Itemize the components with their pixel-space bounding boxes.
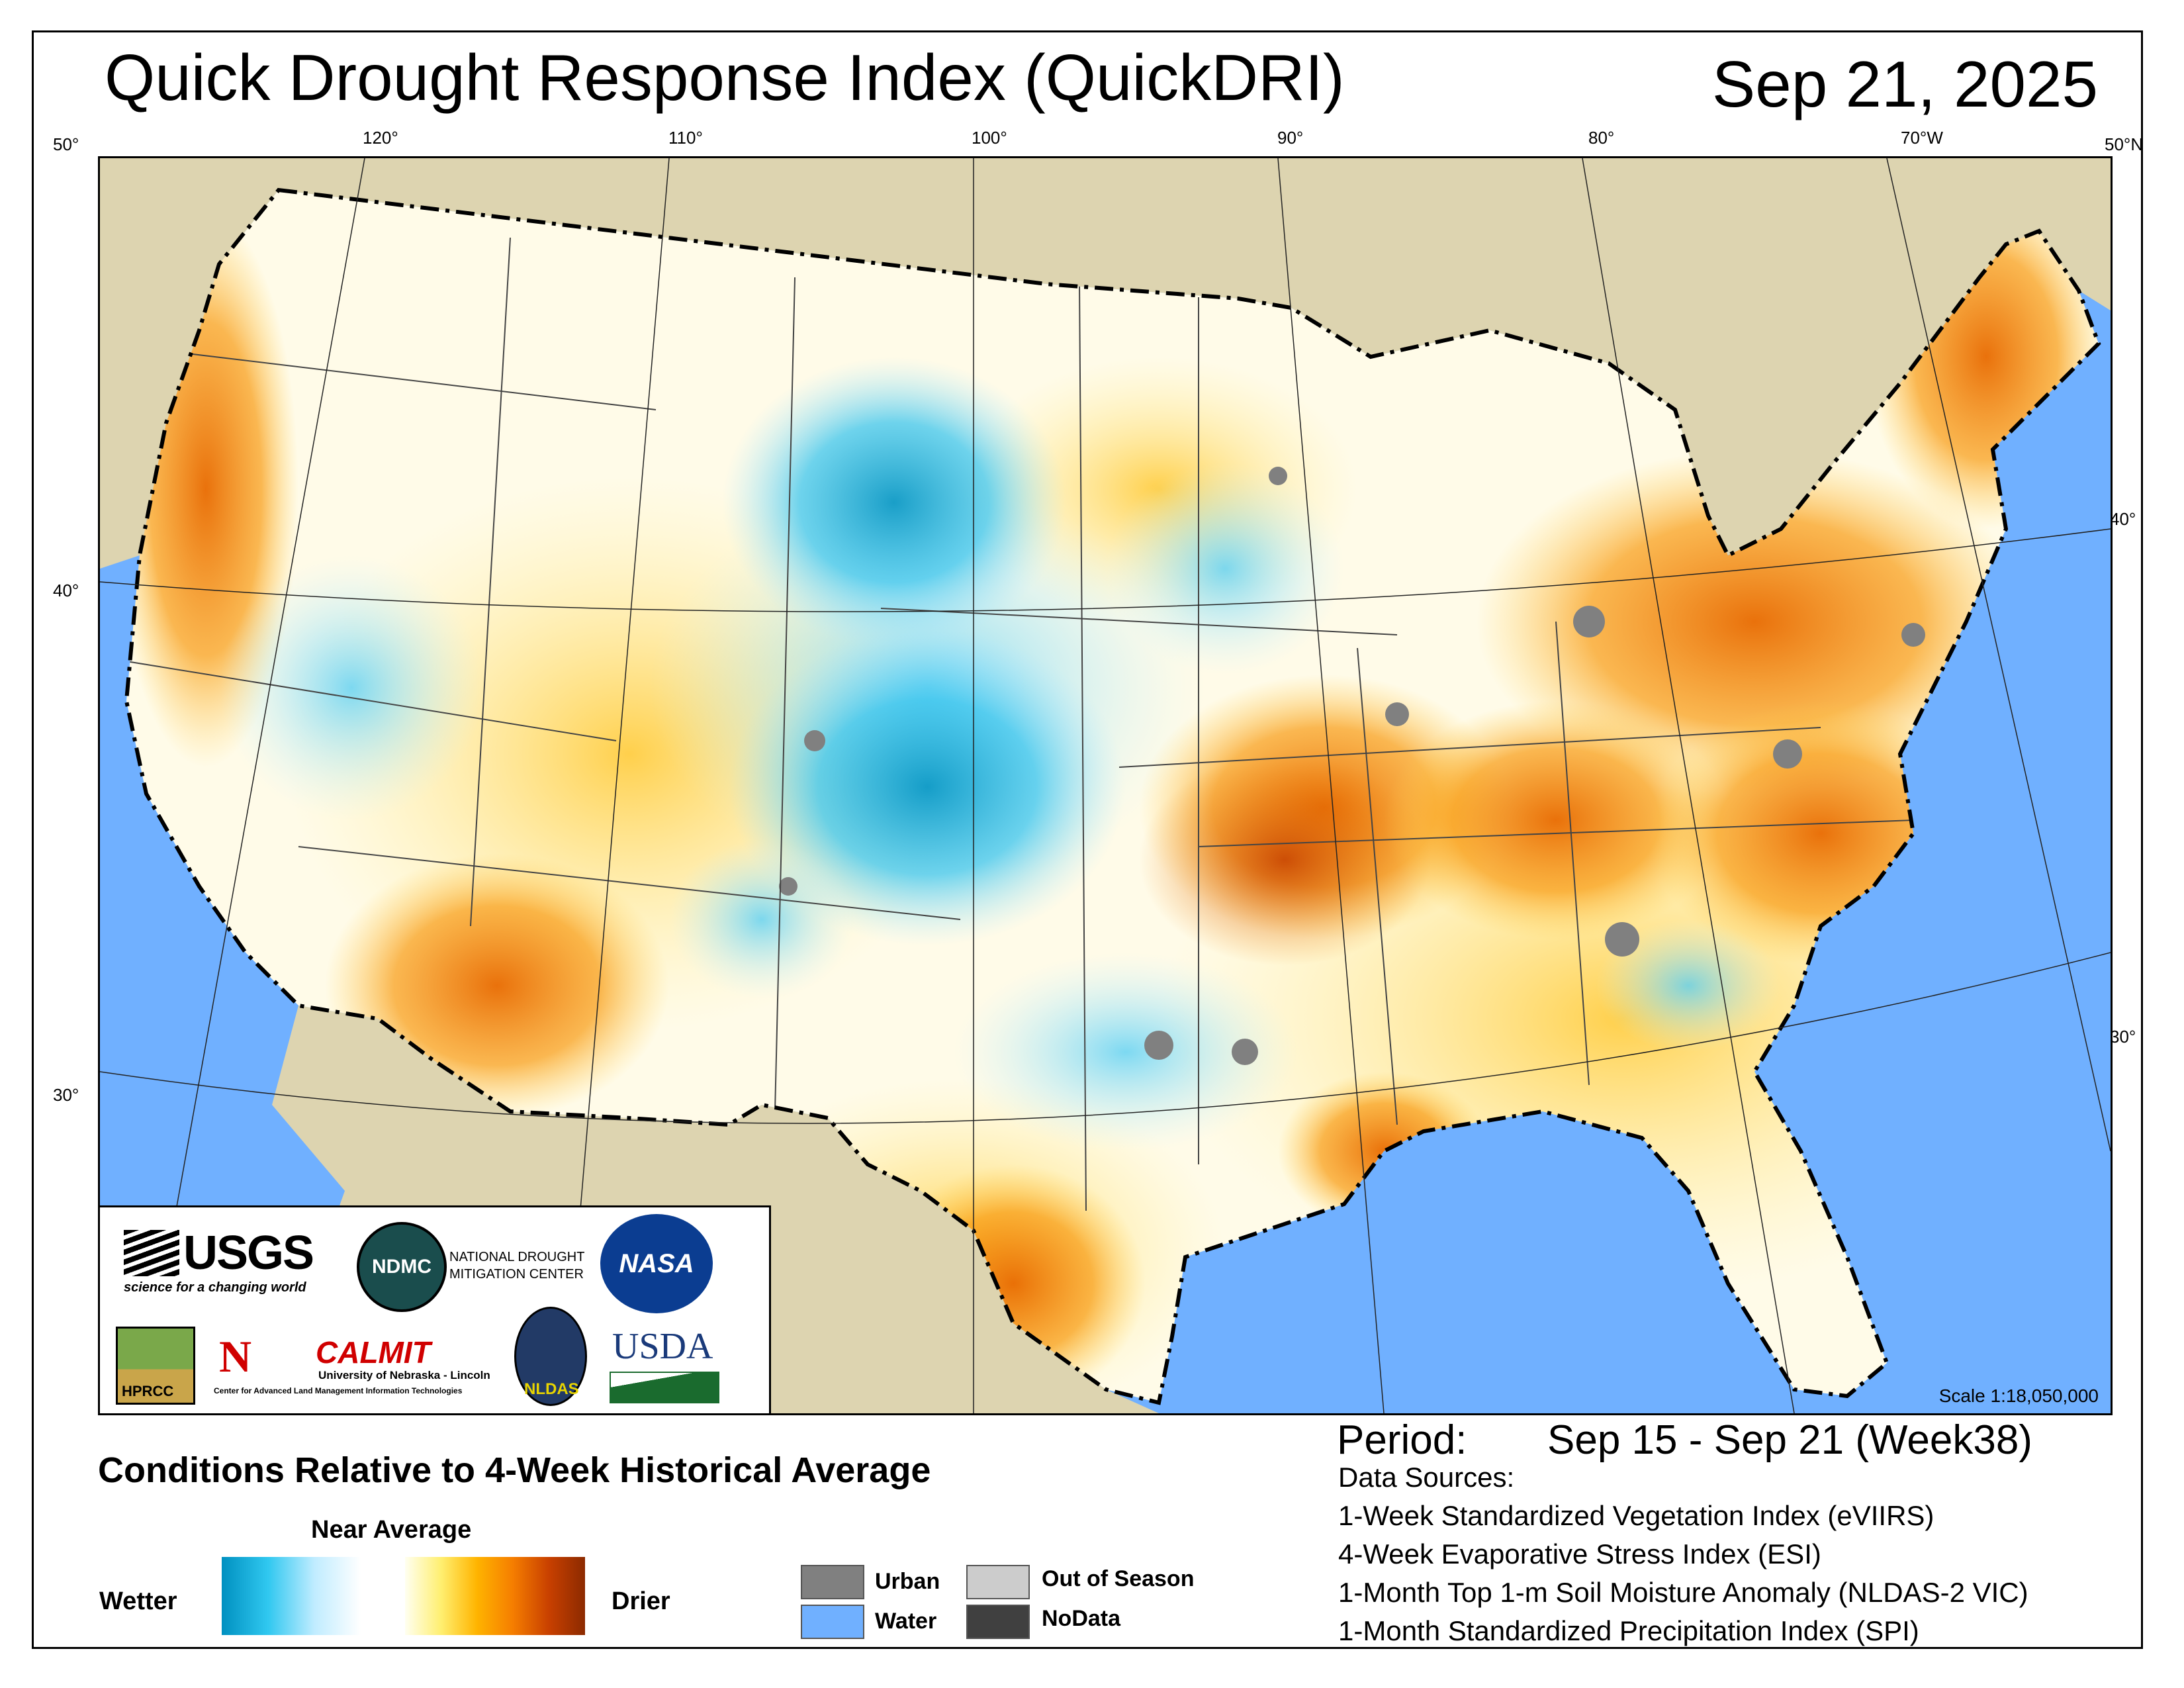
lat-label-right-30: 30° <box>2110 1027 2136 1047</box>
legend-title: Conditions Relative to 4-Week Historical… <box>98 1450 931 1490</box>
data-source-item: 4-Week Evaporative Stress Index (ESI) <box>1338 1538 1821 1570</box>
nasa-logo: NASA <box>600 1214 713 1313</box>
period-label: Period: <box>1337 1417 1467 1463</box>
urban-areas <box>779 467 1925 1235</box>
usda-logo: USDA <box>610 1325 722 1405</box>
lat-label-left-50: 50° <box>53 134 79 154</box>
data-sources-title: Data Sources: <box>1338 1462 1515 1493</box>
legend-wet-ramp <box>222 1557 361 1635</box>
calmit-university: University of Nebraska - Lincoln <box>318 1369 490 1382</box>
lon-label-110: 110° <box>668 128 703 148</box>
hprcc-logo: HPRCC <box>116 1327 195 1405</box>
ndmc-seal: NDMC <box>357 1222 447 1312</box>
calmit-center: Center for Advanced Land Management Info… <box>214 1386 463 1395</box>
data-source-item: 1-Week Standardized Vegetation Index (eV… <box>1338 1500 1934 1531</box>
data-source-item: 1-Month Standardized Precipitation Index… <box>1338 1615 1919 1646</box>
lat-label-left-40: 40° <box>53 581 79 600</box>
map-date: Sep 21, 2025 <box>1711 48 2098 120</box>
nodata-label: NoData <box>1042 1606 1121 1631</box>
lon-label-80: 80° <box>1588 128 1615 148</box>
lat-label-right-50n: 50°N <box>2105 134 2144 154</box>
ndmc-name-line2: MITIGATION CENTER <box>449 1267 584 1282</box>
ndmc-name-line1: NATIONAL DROUGHT <box>449 1250 585 1264</box>
legend-dry-ramp <box>405 1557 585 1635</box>
nodata-swatch <box>966 1605 1030 1639</box>
lon-label-120: 120° <box>363 128 398 148</box>
lon-label-90: 90° <box>1277 128 1304 148</box>
ndmc-logo: NDMC NATIONAL DROUGHT MITIGATION CENTER <box>357 1222 584 1312</box>
out-of-season-swatch <box>966 1565 1030 1599</box>
lon-label-70w: 70°W <box>1901 128 1943 148</box>
lat-label-left-30: 30° <box>53 1085 79 1105</box>
usgs-wave-icon <box>124 1230 179 1276</box>
data-source-item: 1-Month Top 1-m Soil Moisture Anomaly (N… <box>1338 1577 2028 1608</box>
lat-label-right-40: 40° <box>2110 509 2136 529</box>
map-title: Quick Drought Response Index (QuickDRI) <box>105 41 1345 114</box>
hprcc-label: HPRCC <box>122 1383 174 1399</box>
state-boundaries <box>126 237 1914 1211</box>
legend-wetter: Wetter <box>99 1587 177 1615</box>
map-scale: Scale 1:18,050,000 <box>1938 1385 2099 1406</box>
drought-field <box>126 190 2099 1403</box>
legend-near-average: Near Average <box>311 1516 472 1544</box>
lon-label-100: 100° <box>972 128 1007 148</box>
nldas-logo: NLDAS <box>514 1307 587 1406</box>
water-label: Water <box>875 1609 937 1634</box>
usda-field-icon <box>610 1372 719 1403</box>
unl-n-icon: N <box>219 1331 252 1382</box>
partner-logos-panel: USGS science for a changing world NDMC N… <box>100 1205 771 1413</box>
drought-map: Scale 1:18,050,000 USGS science for a ch… <box>98 156 2113 1415</box>
graticule-lines <box>100 158 2111 1413</box>
period-value: Sep 15 - Sep 21 (Week38) <box>1547 1417 2032 1463</box>
urban-swatch <box>801 1565 864 1599</box>
canada-land <box>100 158 2111 569</box>
usgs-tagline: science for a changing world <box>124 1280 306 1295</box>
page-frame <box>32 30 2143 1649</box>
out-of-season-label: Out of Season <box>1042 1566 1195 1591</box>
water-swatch <box>801 1605 864 1639</box>
nldas-label: NLDAS <box>524 1380 579 1398</box>
map-graphic <box>100 158 2111 1413</box>
usgs-logo: USGS science for a changing world <box>124 1226 316 1295</box>
usda-wordmark: USDA <box>612 1326 713 1367</box>
usgs-wordmark: USGS <box>183 1227 314 1280</box>
legend-drier: Drier <box>612 1587 670 1615</box>
calmit-wordmark: CALMIT <box>316 1335 431 1370</box>
calmit-logo: N CALMIT University of Nebraska - Lincol… <box>212 1329 490 1403</box>
urban-label: Urban <box>875 1569 940 1594</box>
